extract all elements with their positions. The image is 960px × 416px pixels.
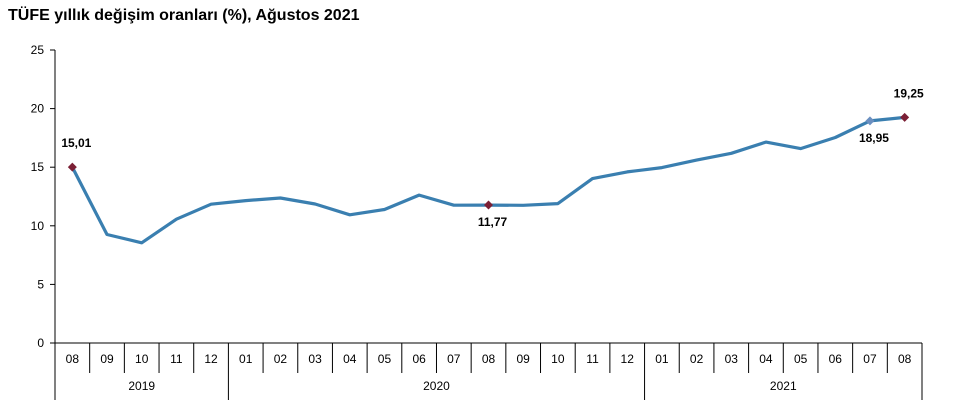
x-tick-label: 04 [343,352,357,366]
year-label: 2020 [423,379,450,393]
x-tick-label: 02 [690,352,704,366]
y-tick-label: 5 [37,277,44,291]
y-tick-label: 20 [31,102,45,116]
y-axis-ticks: 0 5 10 15 20 25 [31,43,55,350]
y-tick-label: 15 [31,160,45,174]
data-label: 18,95 [859,131,889,145]
chart-title: TÜFE yıllık değişim oranları (%), Ağusto… [8,7,360,24]
x-tick-label: 06 [412,352,426,366]
x-tick-label: 05 [378,352,392,366]
x-tick-label: 01 [239,352,253,366]
x-tick-label: 09 [100,352,114,366]
x-tick-label: 08 [66,352,80,366]
x-tick-label: 05 [794,352,808,366]
x-tick-label: 11 [586,352,599,366]
markers [67,112,910,210]
x-tick-label: 06 [829,352,843,366]
y-tick-label: 10 [31,219,45,233]
axes [54,50,922,344]
data-label: 19,25 [894,86,924,100]
year-label: 2021 [770,379,797,393]
x-tick-label: 11 [170,352,183,366]
year-label: 2019 [128,379,155,393]
x-tick-label: 01 [655,352,669,366]
data-point-marker [484,200,493,210]
x-tick-label: 08 [482,352,496,366]
x-tick-label: 09 [517,352,531,366]
x-axis-ticks: 08 09 10 11 12 01 02 03 04 05 06 07 08 09 10 11 12 01 02 03… [54,343,923,400]
x-tick-label: 07 [447,352,461,366]
data-label: 11,77 [478,215,508,229]
x-tick-label: 12 [621,352,635,366]
data-labels: 15,01 11,77 18,95 19,25 [61,86,924,229]
data-point-marker [865,116,875,126]
x-tick-label: 04 [759,352,773,366]
y-tick-label: 25 [31,43,45,57]
data-point-marker [900,112,910,122]
x-tick-label: 02 [274,352,288,366]
x-tick-label: 07 [863,352,877,366]
data-label: 15,01 [61,136,91,150]
x-tick-label: 08 [898,352,912,366]
x-tick-label: 12 [204,352,218,366]
x-tick-label: 03 [308,352,322,366]
x-tick-label: 10 [551,352,565,366]
x-tick-label: 10 [135,352,149,366]
x-tick-label: 03 [725,352,739,366]
data-point-marker [67,162,77,172]
y-tick-label: 0 [37,336,44,350]
